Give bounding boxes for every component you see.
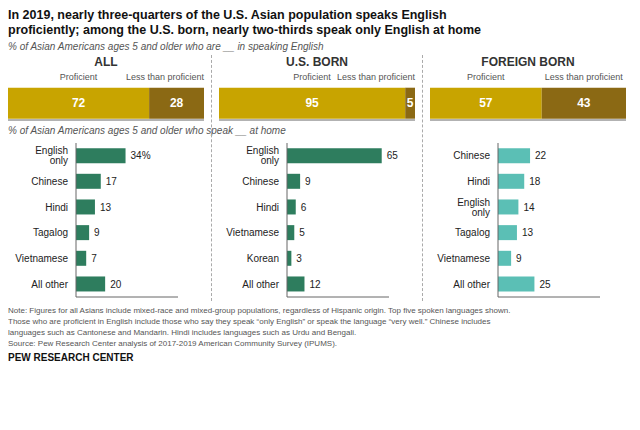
html-text:FOREIGN BORN: FOREIGN BORN <box>481 55 575 69</box>
svg-text:9: 9 <box>305 176 311 187</box>
svg-text:Vietnamese: Vietnamese <box>226 227 279 238</box>
html-text:In 2019, nearly three-quarters: In 2019, nearly three-quarters of the U.… <box>8 8 481 37</box>
html-text:ALL: ALL <box>94 55 118 69</box>
svg-text:17: 17 <box>106 176 118 187</box>
svg-text:5: 5 <box>299 227 305 238</box>
html-text:Less than proficient: Less than proficient <box>544 72 623 82</box>
svg-text:Chinese: Chinese <box>31 176 68 187</box>
svg-text:Englishonly: Englishonly <box>35 145 68 166</box>
svg-text:72: 72 <box>72 96 86 110</box>
html-text:% of Asian Americans ages 5 an: % of Asian Americans ages 5 and older wh… <box>8 125 286 136</box>
svg-text:5: 5 <box>407 96 414 110</box>
svg-text:25: 25 <box>539 279 551 290</box>
svg-text:9: 9 <box>516 253 522 264</box>
svg-text:All other: All other <box>453 279 490 290</box>
svg-text:14: 14 <box>523 202 535 213</box>
svg-text:All other: All other <box>242 279 279 290</box>
html-text:Less than proficient: Less than proficient <box>126 72 204 82</box>
svg-text:3: 3 <box>296 253 302 264</box>
svg-text:Hindi: Hindi <box>467 176 490 187</box>
svg-text:Chinese: Chinese <box>242 176 279 187</box>
svg-text:Hindi: Hindi <box>256 202 279 213</box>
svg-text:13: 13 <box>100 202 112 213</box>
svg-text:57: 57 <box>479 96 493 110</box>
svg-text:All other: All other <box>31 279 68 290</box>
html-text:% of Asian Americans ages 5 an: % of Asian Americans ages 5 and older wh… <box>8 41 324 52</box>
html-text:Proficient: Proficient <box>467 72 505 82</box>
svg-text:43: 43 <box>577 96 591 110</box>
svg-text:13: 13 <box>522 227 534 238</box>
svg-text:Vietnamese: Vietnamese <box>437 253 490 264</box>
svg-text:95: 95 <box>305 96 319 110</box>
svg-text:34%: 34% <box>131 150 151 161</box>
svg-text:Englishonly: Englishonly <box>246 145 279 166</box>
html-text:Less than proficient: Less than proficient <box>337 72 415 82</box>
svg-text:Englishonly: Englishonly <box>457 197 490 218</box>
svg-text:18: 18 <box>529 176 541 187</box>
html-text:Proficient: Proficient <box>293 72 331 82</box>
svg-text:65: 65 <box>387 150 399 161</box>
svg-text:Hindi: Hindi <box>45 202 68 213</box>
html-text:U.S. BORN: U.S. BORN <box>286 55 348 69</box>
svg-text:9: 9 <box>94 227 100 238</box>
html-text:Note: Figures for all Asians i: Note: Figures for all Asians include mix… <box>8 306 511 348</box>
svg-text:Tagalog: Tagalog <box>455 227 490 238</box>
svg-text:12: 12 <box>309 279 321 290</box>
svg-text:22: 22 <box>535 150 547 161</box>
svg-text:6: 6 <box>301 202 307 213</box>
svg-text:7: 7 <box>91 253 97 264</box>
html-text:Proficient: Proficient <box>59 72 98 82</box>
html-text:PEW RESEARCH CENTER: PEW RESEARCH CENTER <box>8 352 134 363</box>
svg-text:Chinese: Chinese <box>453 150 490 161</box>
svg-text:20: 20 <box>110 279 122 290</box>
svg-text:Vietnamese: Vietnamese <box>15 253 68 264</box>
svg-text:Korean: Korean <box>247 253 279 264</box>
svg-text:28: 28 <box>170 96 184 110</box>
svg-text:Tagalog: Tagalog <box>33 227 68 238</box>
